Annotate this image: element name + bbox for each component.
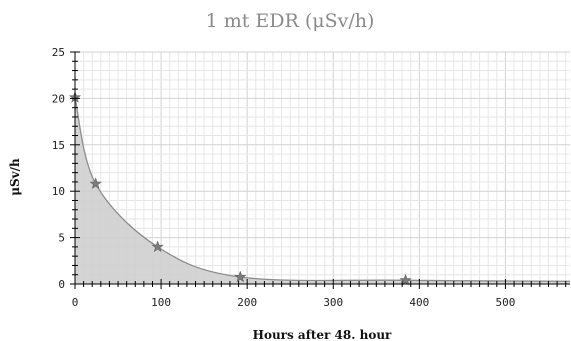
y-axis-label: μSv/h [8, 158, 22, 196]
x-tick-label: 0 [72, 296, 79, 309]
axes [70, 51, 570, 289]
x-tick-label: 200 [237, 296, 257, 309]
y-tick-label: 10 [52, 185, 65, 198]
x-tick-label: 500 [495, 296, 515, 309]
x-axis-label: Hours after 48. hour [253, 328, 392, 341]
y-tick-label: 5 [58, 232, 65, 245]
x-tick-label: 400 [409, 296, 429, 309]
star-icon [151, 240, 164, 253]
star-icon [234, 270, 247, 283]
x-tick-label: 300 [323, 296, 343, 309]
y-tick-label: 15 [52, 139, 65, 152]
x-tick-label: 100 [151, 296, 171, 309]
series-area [75, 97, 570, 284]
star-icon [89, 177, 102, 189]
y-tick-label: 0 [58, 278, 65, 291]
star-icon [399, 273, 412, 286]
y-tick-label: 20 [52, 92, 65, 105]
tick-labels: 0 5 10 15 20 25 0 100 200 300 400 500 [52, 46, 516, 309]
y-tick-label: 25 [52, 46, 65, 59]
chart-title: 1 mt EDR (μSv/h) [206, 10, 375, 32]
